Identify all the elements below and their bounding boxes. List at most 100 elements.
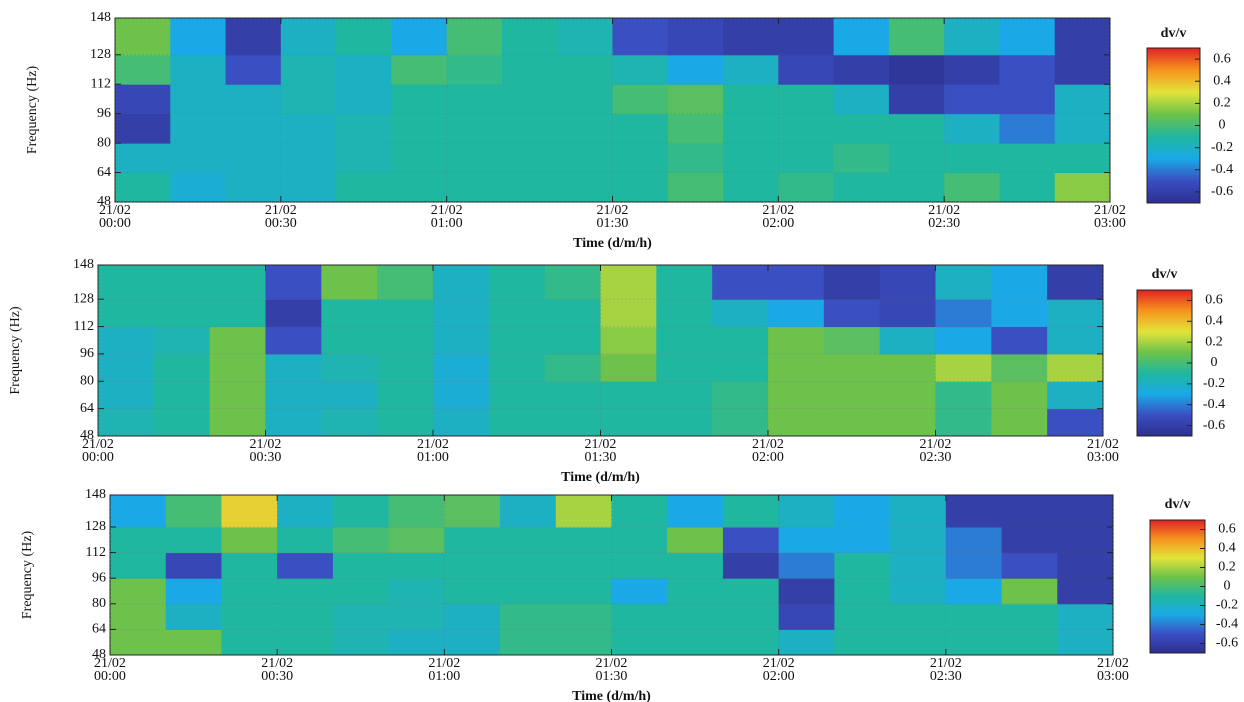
- heat-cell: [388, 527, 445, 554]
- heat-cell: [544, 299, 601, 328]
- heat-cell: [501, 113, 558, 144]
- colorbar-tick-label: -0.6: [1211, 184, 1233, 199]
- heat-cell: [778, 495, 835, 528]
- heat-cell: [98, 408, 155, 437]
- heat-cell: [98, 326, 155, 355]
- heat-cell: [1001, 495, 1058, 528]
- x-tick-label: 21/02 02:00: [752, 437, 784, 465]
- x-tick-label: 21/02 02:30: [920, 437, 952, 465]
- heat-cell: [500, 603, 557, 630]
- heat-cell: [778, 113, 835, 144]
- heat-cell: [945, 552, 1003, 579]
- heat-cell: [332, 527, 390, 554]
- colorbar-tick-label: -0.4: [1203, 397, 1225, 412]
- x-tick-label: 21/02 01:30: [596, 656, 628, 684]
- heat-cell: [834, 578, 891, 605]
- heat-cell: [611, 552, 668, 579]
- heat-cell: [444, 552, 501, 579]
- heat-cell: [332, 629, 390, 656]
- heat-cell: [391, 84, 448, 115]
- heat-cell: [110, 603, 167, 630]
- colorbar-tick-label: -0.4: [1211, 162, 1233, 177]
- heat-cell: [388, 578, 445, 605]
- heat-cell: [768, 265, 825, 300]
- heat-cell: [165, 527, 222, 554]
- heat-cell: [98, 353, 155, 382]
- heat-cell: [834, 495, 891, 528]
- heat-cell: [1054, 143, 1111, 174]
- heat-cell: [833, 18, 890, 56]
- heat-cell: [488, 381, 546, 410]
- heat-cell: [321, 381, 378, 410]
- heat-cell: [945, 527, 1003, 554]
- colorbar-tick-label: 0.6: [1213, 51, 1231, 66]
- heat-cell: [391, 18, 448, 56]
- heat-cell: [209, 299, 266, 328]
- heat-cell: [667, 143, 724, 174]
- heat-cell: [1057, 495, 1114, 528]
- heat-cell: [723, 84, 779, 115]
- heat-cell: [600, 381, 657, 410]
- heat-cell: [833, 172, 890, 203]
- heat-cell: [391, 172, 448, 203]
- heat-cell: [557, 143, 613, 174]
- x-tick-label: 21/02 01:00: [428, 656, 460, 684]
- colorbar-label: dv/v: [1161, 26, 1187, 41]
- heat-cell: [890, 578, 947, 605]
- heat-cell: [1057, 603, 1114, 630]
- heat-cell: [722, 603, 780, 630]
- heat-cell: [944, 143, 1000, 174]
- heat-cell: [712, 326, 769, 355]
- heat-cell: [500, 578, 557, 605]
- heat-cell: [1047, 299, 1104, 328]
- heat-cell: [277, 629, 334, 656]
- heat-cell: [221, 527, 278, 554]
- heat-cell: [712, 265, 769, 300]
- heat-cell: [722, 527, 780, 554]
- heat-cell: [377, 326, 434, 355]
- heat-cell: [336, 172, 392, 203]
- colorbar-tick-label: -0.2: [1203, 376, 1225, 391]
- x-tick-label: 21/02 01:30: [597, 203, 629, 231]
- x-tick-label: 21/02 01:00: [431, 203, 463, 231]
- heat-cell: [377, 408, 434, 437]
- colorbar-tick-label: 0.4: [1213, 73, 1231, 88]
- heat-cell: [265, 265, 322, 300]
- heat-cell: [555, 552, 612, 579]
- heat-cell: [823, 299, 881, 328]
- heat-cell: [879, 265, 936, 300]
- heat-cell: [888, 172, 945, 203]
- heat-cell: [555, 629, 612, 656]
- heat-cell: [115, 54, 171, 85]
- heat-cell: [488, 408, 546, 437]
- heat-cell: [667, 84, 724, 115]
- heat-cell: [501, 18, 558, 56]
- heat-cell: [500, 552, 557, 579]
- heat-cell: [388, 603, 445, 630]
- heat-cell: [823, 381, 881, 410]
- heat-cell: [444, 527, 501, 554]
- heat-cell: [612, 18, 669, 56]
- heat-cell: [221, 578, 278, 605]
- heat-cell: [170, 143, 227, 174]
- y-tick-label: 80: [92, 596, 106, 611]
- heat-cell: [611, 629, 668, 656]
- heat-cell: [778, 143, 835, 174]
- y-tick-label: 112: [74, 319, 94, 334]
- heat-cell: [170, 172, 227, 203]
- heat-cell: [277, 603, 334, 630]
- colorbar-tick-label: -0.2: [1216, 598, 1238, 613]
- y-tick-label: 128: [90, 47, 111, 62]
- x-tick-label: 21/02 02:00: [763, 656, 795, 684]
- heat-cell: [945, 495, 1003, 528]
- heat-cell: [336, 84, 392, 115]
- heat-cell: [555, 527, 612, 554]
- y-tick-label: 128: [73, 291, 94, 306]
- heat-cell: [446, 54, 503, 85]
- heat-cell: [165, 603, 222, 630]
- heat-cell: [433, 326, 490, 355]
- heat-cell: [612, 54, 669, 85]
- heat-cell: [778, 603, 835, 630]
- heat-cell: [165, 578, 222, 605]
- x-tick-label: 21/02 00:30: [261, 656, 293, 684]
